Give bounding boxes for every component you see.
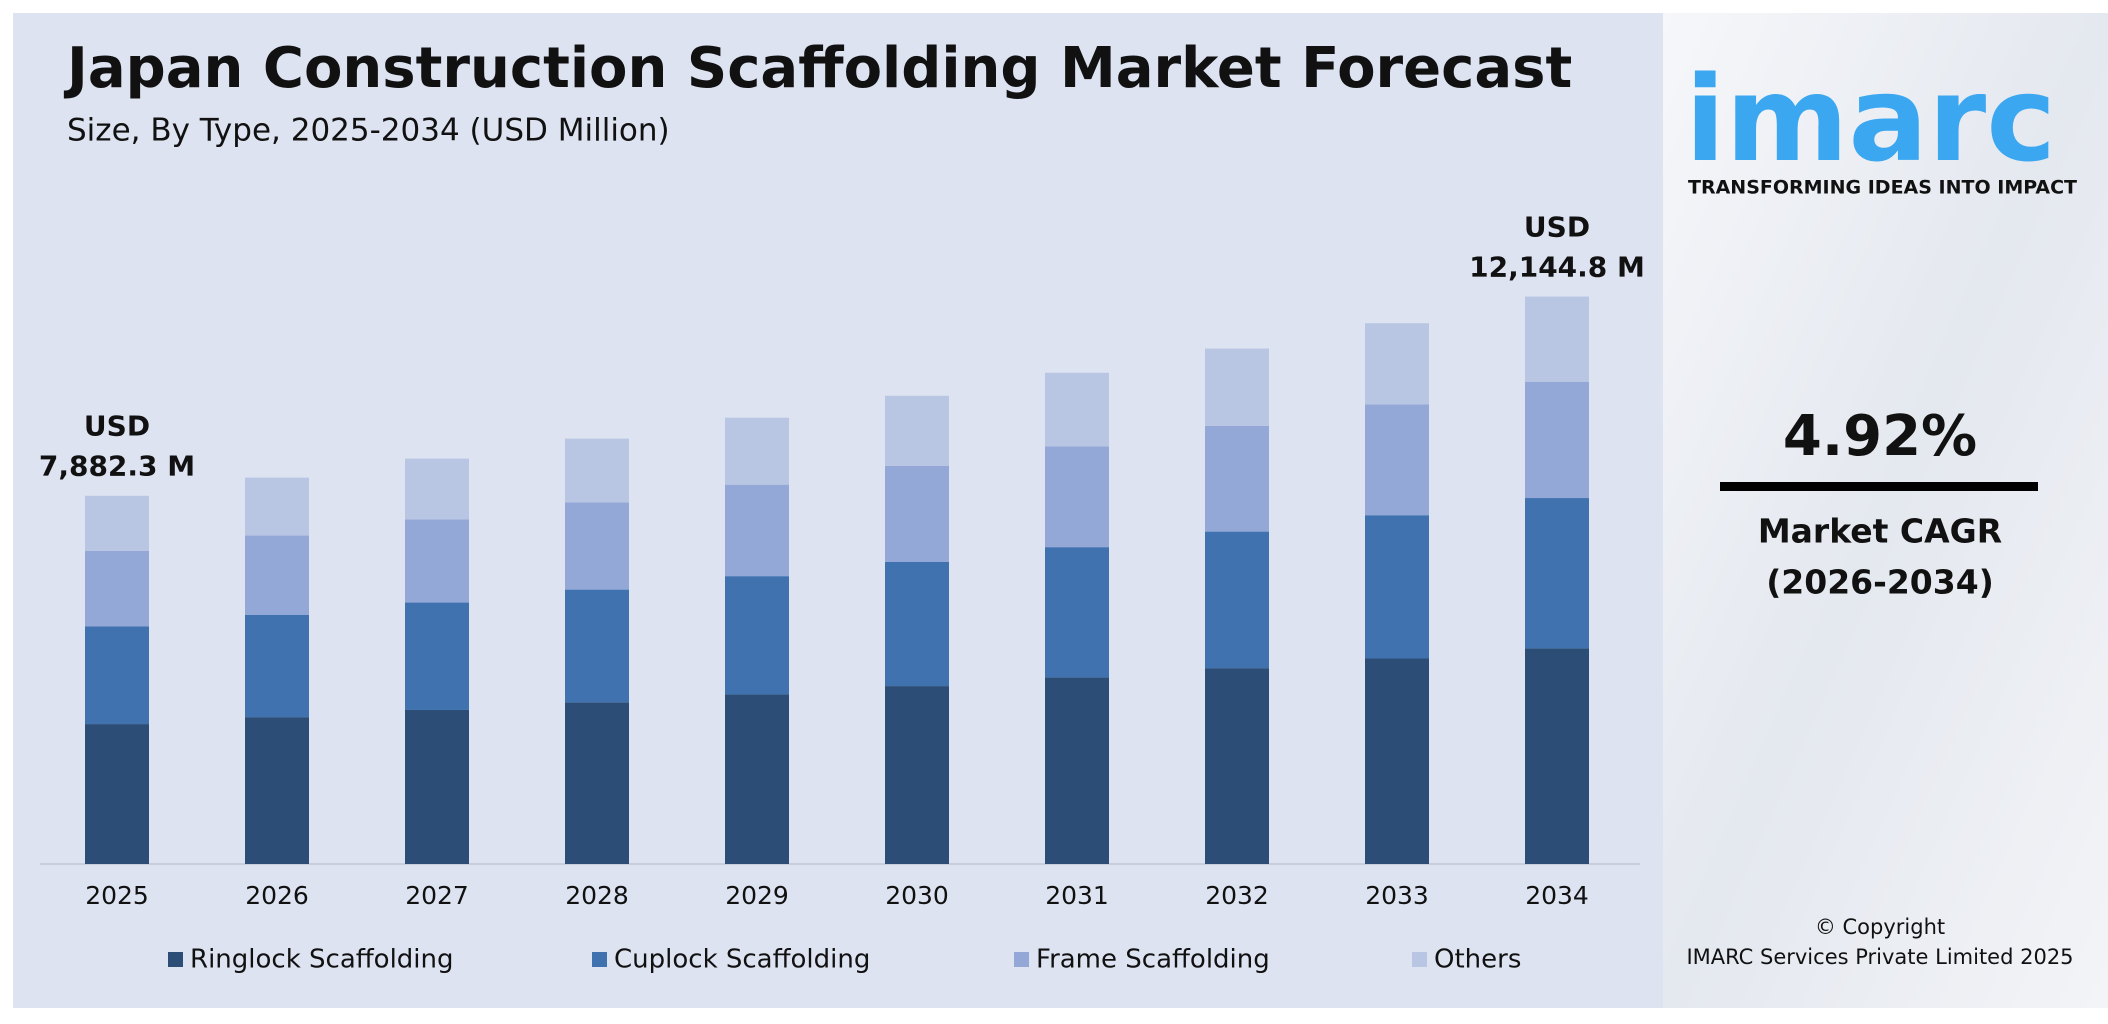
- bar-segment: [565, 438, 629, 503]
- bar-segment: [85, 550, 149, 627]
- x-tick-label: 2025: [85, 881, 149, 910]
- bar-segment: [885, 465, 949, 563]
- bar-segment: [1525, 648, 1589, 864]
- bar-segment: [885, 686, 949, 864]
- x-tick-label: 2032: [1205, 881, 1269, 910]
- legend-label: Ringlock Scaffolding: [190, 945, 454, 975]
- bar-segment: [245, 477, 309, 536]
- bar-segment: [1045, 547, 1109, 678]
- chart-subtitle: Size, By Type, 2025-2034 (USD Million): [67, 113, 670, 149]
- bar-segment: [1525, 296, 1589, 382]
- legend-swatch: [1014, 952, 1029, 967]
- bar-segment: [885, 395, 949, 466]
- bar-segment: [1365, 658, 1429, 864]
- legend-label: Others: [1434, 945, 1521, 975]
- chart-title: Japan Construction Scaffolding Market Fo…: [63, 36, 1572, 101]
- bar-segment: [1045, 677, 1109, 864]
- bar-segment: [1205, 348, 1269, 426]
- bar-segment: [565, 589, 629, 703]
- bar-segment: [1365, 323, 1429, 405]
- bar-segment: [1045, 446, 1109, 548]
- x-tick-label: 2033: [1365, 881, 1429, 910]
- bar-segment: [725, 694, 789, 864]
- cagr-rule: [1720, 482, 2038, 491]
- x-tick-label: 2030: [885, 881, 949, 910]
- bar-segment: [1045, 372, 1109, 447]
- bar-segment: [885, 562, 949, 687]
- bar-segment: [85, 724, 149, 864]
- side-panel: [1663, 13, 2108, 1008]
- x-tick-label: 2034: [1525, 881, 1589, 910]
- bar-segment: [725, 484, 789, 577]
- bar-segment: [565, 502, 629, 590]
- bar-segment: [85, 495, 149, 551]
- total-label: 12,144.8 M: [1469, 251, 1645, 284]
- bar-segment: [725, 576, 789, 695]
- cagr-value: 4.92%: [1783, 404, 1977, 469]
- bar-segment: [565, 702, 629, 864]
- bar-segment: [725, 417, 789, 485]
- x-tick-label: 2029: [725, 881, 789, 910]
- bar-segment: [405, 602, 469, 710]
- bar-segment: [85, 626, 149, 725]
- bar-segment: [405, 458, 469, 520]
- bar-segment: [245, 535, 309, 615]
- bar-segment: [405, 519, 469, 603]
- total-label: USD: [1524, 211, 1590, 244]
- legend-label: Frame Scaffolding: [1036, 945, 1270, 975]
- bar-segment: [1365, 404, 1429, 516]
- bar-segment: [1525, 381, 1589, 499]
- legend-swatch: [168, 952, 183, 967]
- x-tick-label: 2027: [405, 881, 469, 910]
- total-label: USD: [84, 410, 150, 443]
- bar-segment: [1525, 498, 1589, 649]
- copyright: © Copyright: [1815, 915, 1945, 939]
- bar-segment: [1205, 668, 1269, 864]
- cagr-period: (2026-2034): [1766, 563, 1994, 602]
- legend-swatch: [592, 952, 607, 967]
- bar-segment: [245, 717, 309, 864]
- logo: imarc: [1685, 50, 2056, 188]
- bar-segment: [405, 709, 469, 864]
- tagline: TRANSFORMING IDEAS INTO IMPACT: [1688, 177, 2077, 199]
- total-label: 7,882.3 M: [39, 450, 195, 483]
- x-tick-label: 2028: [565, 881, 629, 910]
- bar-segment: [1205, 531, 1269, 669]
- bar-segment: [1205, 425, 1269, 532]
- legend-label: Cuplock Scaffolding: [614, 945, 870, 975]
- x-tick-label: 2031: [1045, 881, 1109, 910]
- company: IMARC Services Private Limited 2025: [1686, 945, 2073, 969]
- cagr-label: Market CAGR: [1758, 512, 2002, 551]
- bar-segment: [245, 614, 309, 718]
- x-tick-label: 2026: [245, 881, 309, 910]
- legend-swatch: [1412, 952, 1427, 967]
- bar-segment: [1365, 515, 1429, 659]
